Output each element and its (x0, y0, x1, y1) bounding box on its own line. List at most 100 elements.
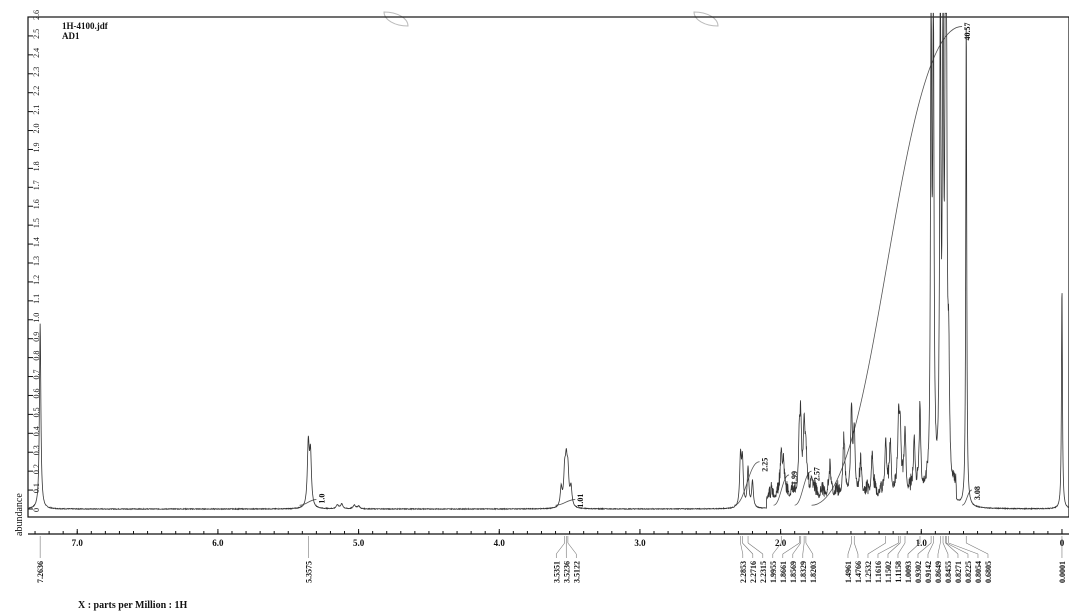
y-tick-label: 1.7 (32, 180, 41, 190)
peak-guide-slant (897, 542, 906, 555)
integral-label: 3.08 (973, 486, 982, 500)
y-tick-label: 0.1 (32, 483, 41, 493)
integral-label: 1.99 (790, 471, 799, 485)
y-axis-label: abundance (14, 493, 25, 536)
peak-label: 0.0001 (1058, 561, 1067, 583)
plot-frame (27, 16, 1069, 518)
y-axis-ticks: 0 0.1 0.2 0.3 0.4 0.5 0.6 0.7 0.8 0.9 1.0 1.1 1.2 1.3… (28, 10, 41, 512)
page-tab-left (383, 11, 409, 27)
peak-guide-slant (877, 542, 899, 555)
peak-label: 1.2532 (864, 561, 873, 583)
x-axis-ticks: 7.06.05.04.03.02.01.00 (34, 529, 1065, 548)
y-tick-label: 1.4 (32, 237, 41, 247)
spectrum-trace-group (27, 12, 1069, 511)
y-tick-label: 0.9 (32, 332, 41, 342)
integral-curve (773, 474, 790, 506)
peak-label: 1.1502 (884, 561, 893, 583)
peak-guide-slant (887, 542, 901, 555)
y-tick-label: 1.2 (32, 275, 41, 285)
peak-label: 0.9302 (914, 561, 923, 583)
y-tick-label: 2.0 (32, 124, 41, 134)
peak-guide-slant (946, 542, 969, 555)
peak-label: 1.1616 (874, 561, 883, 583)
y-tick-label: 1.9 (32, 142, 41, 152)
page-tab-right (693, 11, 719, 27)
peak-label: 3.5351 (552, 561, 561, 583)
integral-label: 1.0 (317, 494, 326, 504)
sample-name: AD1 (62, 31, 80, 41)
x-tick-label: 5.0 (353, 538, 365, 548)
y-tick-label: 1.3 (32, 256, 41, 266)
x-axis-label: X : parts per Million : 1H (78, 600, 187, 611)
peak-label: 1.1158 (894, 561, 903, 583)
peak-guide-slant (927, 542, 934, 555)
peak-label: 3.5236 (562, 561, 571, 583)
peak-label: 2.2716 (749, 561, 758, 583)
file-name: 1H-4100.jdf (62, 21, 109, 31)
peak-label: 3.5122 (572, 561, 581, 583)
y-tick-label: 1.6 (32, 199, 41, 209)
peak-guide-slant (937, 542, 941, 555)
peak-label: 1.0093 (904, 561, 913, 583)
x-tick-label: 2.0 (775, 538, 787, 548)
peak-label: 1.4766 (854, 561, 863, 583)
peak-guide-slant (945, 542, 959, 555)
x-tick-label: 3.0 (634, 538, 646, 548)
x-tick-label: 7.0 (72, 538, 84, 548)
peak-guide-slant (966, 542, 989, 555)
y-tick-label: 0.7 (32, 370, 41, 380)
integral-label: 40.57 (963, 22, 972, 40)
x-tick-label: 6.0 (212, 538, 224, 548)
y-tick-label: 0.4 (32, 426, 41, 436)
peak-label: 1.9955 (769, 561, 778, 583)
y-tick-label: 0.5 (32, 407, 41, 417)
peak-guide-slant (782, 542, 800, 555)
peak-guide-slant (907, 542, 921, 555)
peak-guide-slant (556, 542, 565, 555)
y-tick-label: 0.6 (32, 388, 41, 398)
peak-label-group: 7.2636 5.3575 3.5351 3.5236 3.5122 2.2853 2.27… (36, 536, 1067, 583)
y-tick-label: 2.3 (32, 67, 41, 77)
peak-label: 1.8569 (789, 561, 798, 583)
peak-guide-slant (805, 542, 814, 555)
y-tick-label: 1.0 (32, 313, 41, 323)
peak-label: 2.2853 (739, 561, 748, 583)
peak-label: 1.8203 (809, 561, 818, 583)
integral-curve (794, 470, 812, 506)
integral-curves: 1.0 1.01 2.25 1.99 2.57 40.57 3.08 (299, 22, 982, 508)
peak-label: 5.3575 (304, 561, 313, 583)
peak-guide-slant (847, 542, 852, 555)
peak-guide-slant (772, 542, 782, 555)
y-tick-label: 0.3 (32, 445, 41, 455)
y-tick-label: 2.5 (32, 29, 41, 39)
integral-curve (811, 26, 963, 506)
y-tick-label: 0.8 (32, 351, 41, 361)
peak-guide-slant (853, 542, 859, 555)
peak-guide-slant (917, 542, 932, 555)
y-tick-label: 1.5 (32, 218, 41, 228)
peak-label: 7.2636 (36, 561, 45, 583)
y-tick-label: 1.1 (32, 294, 41, 304)
peak-guide-slant (792, 542, 801, 555)
x-tick-label: 1.0 (916, 538, 928, 548)
peak-label: 0.8225 (964, 561, 973, 583)
peak-guide-slant (740, 542, 744, 555)
spectrum-trace (27, 12, 1069, 511)
y-tick-label: 1.8 (32, 161, 41, 171)
integral-curve (299, 499, 317, 506)
peak-label: 0.8455 (944, 561, 953, 583)
integral-label: 2.57 (813, 467, 822, 481)
integral-curve (961, 489, 973, 506)
peak-label: 0.6805 (984, 561, 993, 583)
peak-label: 1.4961 (844, 561, 853, 583)
peak-label: 1.8329 (799, 561, 808, 583)
peak-label: 1.8661 (779, 561, 788, 583)
peak-label: 0.8649 (934, 561, 943, 583)
y-tick-label: 0.2 (32, 464, 41, 474)
integral-label: 2.25 (761, 458, 770, 472)
peak-guide-slant (867, 542, 886, 555)
peak-guide-slant (802, 542, 805, 555)
y-tick-label: 2.2 (32, 86, 41, 96)
y-tick-label: 0 (32, 508, 41, 512)
